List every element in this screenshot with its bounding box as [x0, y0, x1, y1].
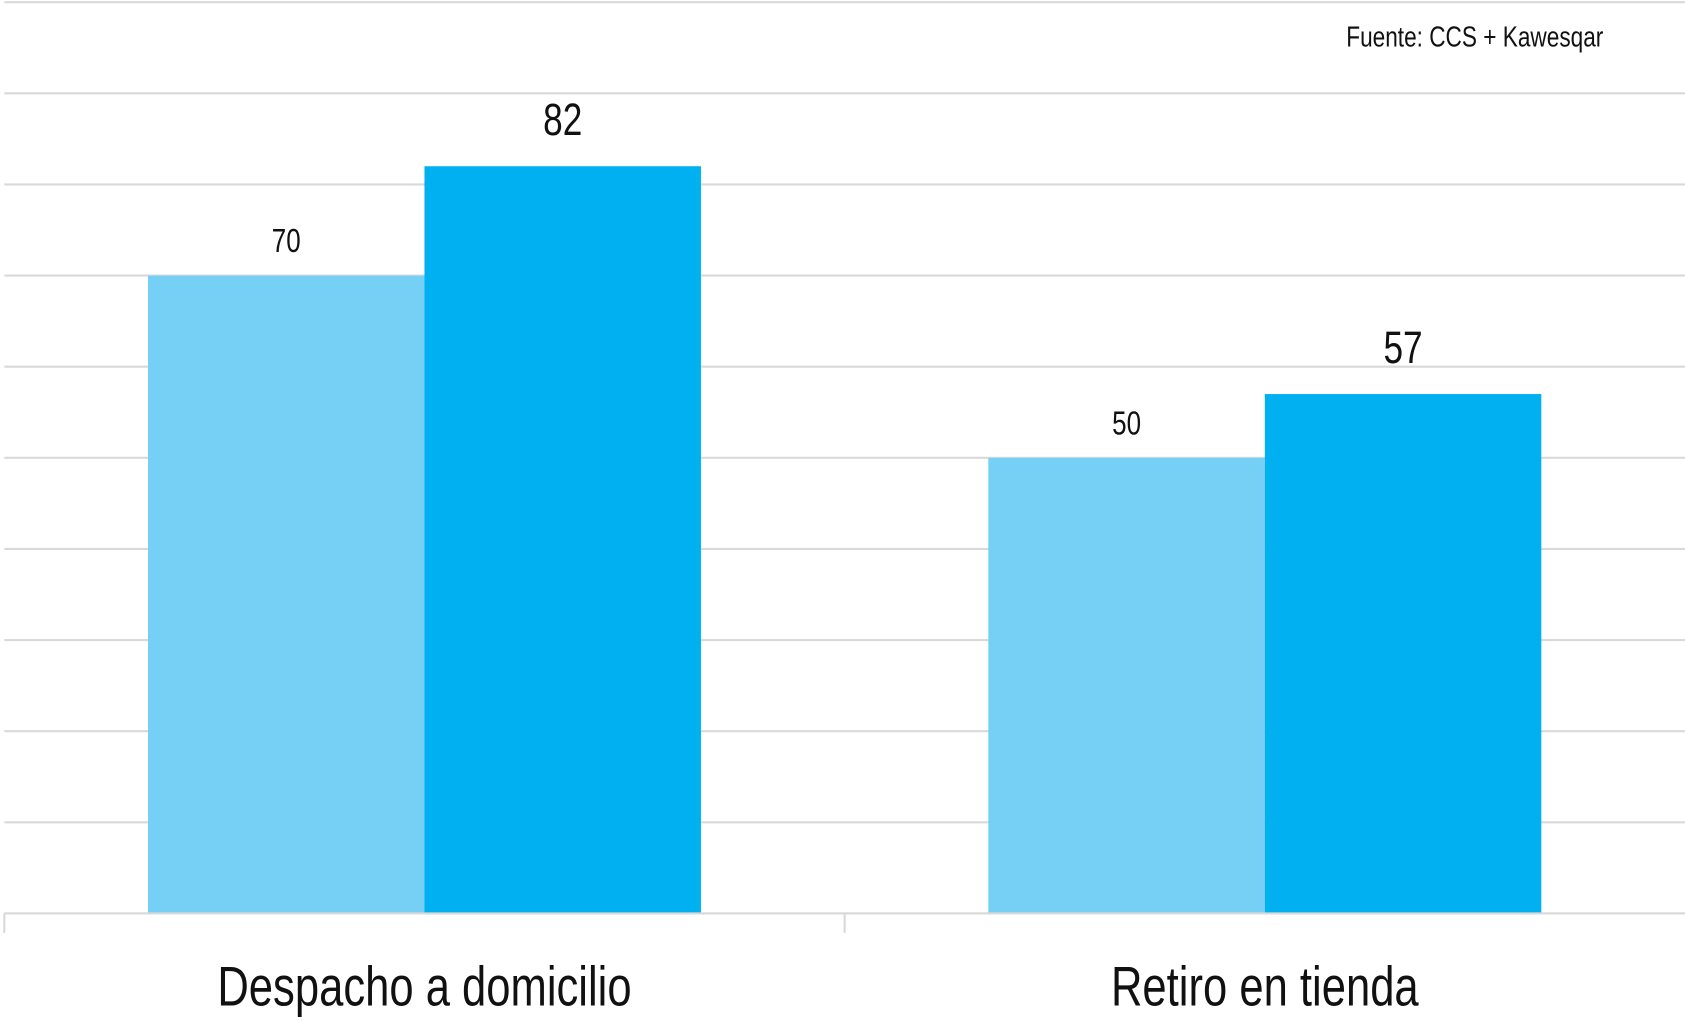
data-label: 82	[543, 94, 582, 145]
data-label: 50	[1112, 405, 1141, 442]
x-tick-label: Retiro en tienda	[1111, 955, 1419, 1017]
source-note: Fuente: CCS + Kawesqar	[1346, 20, 1603, 53]
data-label: 57	[1383, 322, 1422, 373]
bar	[147, 275, 425, 914]
x-tick-label: Despacho a domicilio	[217, 955, 631, 1017]
bar	[988, 457, 1265, 914]
bar	[1264, 394, 1542, 914]
bar	[424, 166, 701, 914]
data-label: 70	[272, 223, 301, 260]
